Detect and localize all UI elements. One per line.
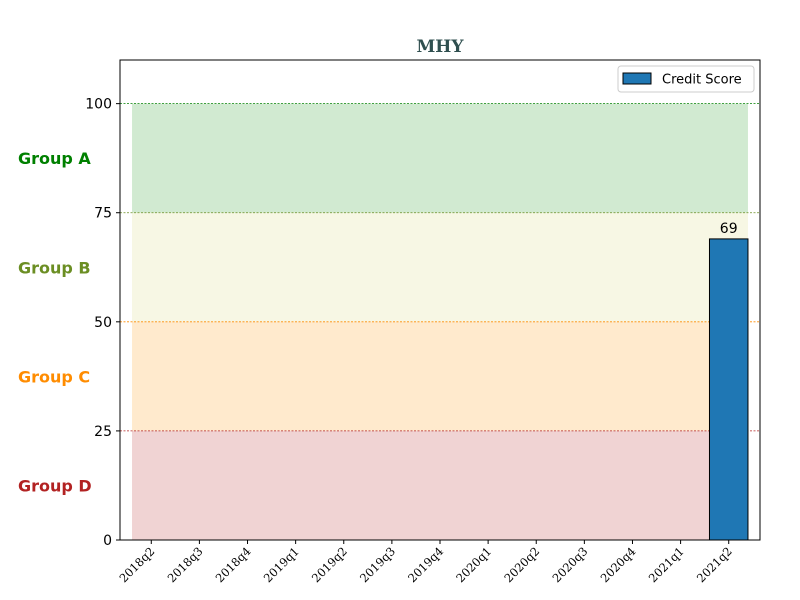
group-label: Group B bbox=[18, 258, 91, 277]
group-label: Group D bbox=[18, 476, 92, 495]
band-0 bbox=[132, 103, 748, 213]
x-tick-label: 2019q1 bbox=[261, 544, 302, 585]
legend-swatch bbox=[622, 72, 652, 85]
x-tick-label: 2019q3 bbox=[357, 544, 398, 585]
y-axis: 0 25 50 75 100 bbox=[85, 97, 120, 549]
x-tick-label: 2018q3 bbox=[165, 544, 206, 585]
x-tick-label: 2020q3 bbox=[550, 544, 591, 585]
group-label: Group A bbox=[18, 149, 91, 168]
y-tick-label: 100 bbox=[85, 97, 112, 113]
y-tick-label: 0 bbox=[103, 533, 112, 549]
threshold-lines bbox=[120, 103, 760, 432]
band-3 bbox=[132, 430, 748, 540]
x-tick-label: 2019q2 bbox=[309, 544, 350, 585]
legend-box bbox=[617, 65, 755, 93]
x-tick-label: 2020q4 bbox=[598, 544, 639, 585]
x-tick-label: 2021q1 bbox=[646, 544, 687, 585]
x-tick-label: 2018q4 bbox=[213, 544, 254, 585]
y-tick-label: 25 bbox=[94, 424, 112, 440]
y-tick-label: 75 bbox=[94, 206, 112, 222]
x-tick-label: 2020q2 bbox=[501, 544, 542, 585]
x-tick-label: 2018q2 bbox=[116, 544, 157, 585]
group-bands bbox=[132, 103, 748, 540]
data-labels: 69 bbox=[720, 221, 738, 237]
chart-title: MHY bbox=[416, 37, 464, 57]
band-1 bbox=[132, 212, 748, 322]
x-tick-label: 2021q2 bbox=[694, 544, 735, 585]
legend: Credit Score bbox=[617, 65, 755, 93]
bars bbox=[708, 238, 749, 541]
x-axis: 2018q2 2018q3 2018q4 2019q1 2019q2 2019q3 2019… bbox=[116, 540, 735, 585]
bar bbox=[708, 238, 749, 541]
x-tick-label: 2019q4 bbox=[405, 544, 446, 585]
group-labels: Group A Group B Group C Group D bbox=[18, 149, 92, 495]
group-label: Group C bbox=[18, 367, 90, 386]
band-2 bbox=[132, 321, 748, 431]
y-tick-label: 50 bbox=[94, 315, 112, 331]
data-label: 69 bbox=[720, 221, 738, 237]
x-tick-label: 2020q1 bbox=[453, 544, 494, 585]
legend-label: Credit Score bbox=[662, 73, 742, 88]
